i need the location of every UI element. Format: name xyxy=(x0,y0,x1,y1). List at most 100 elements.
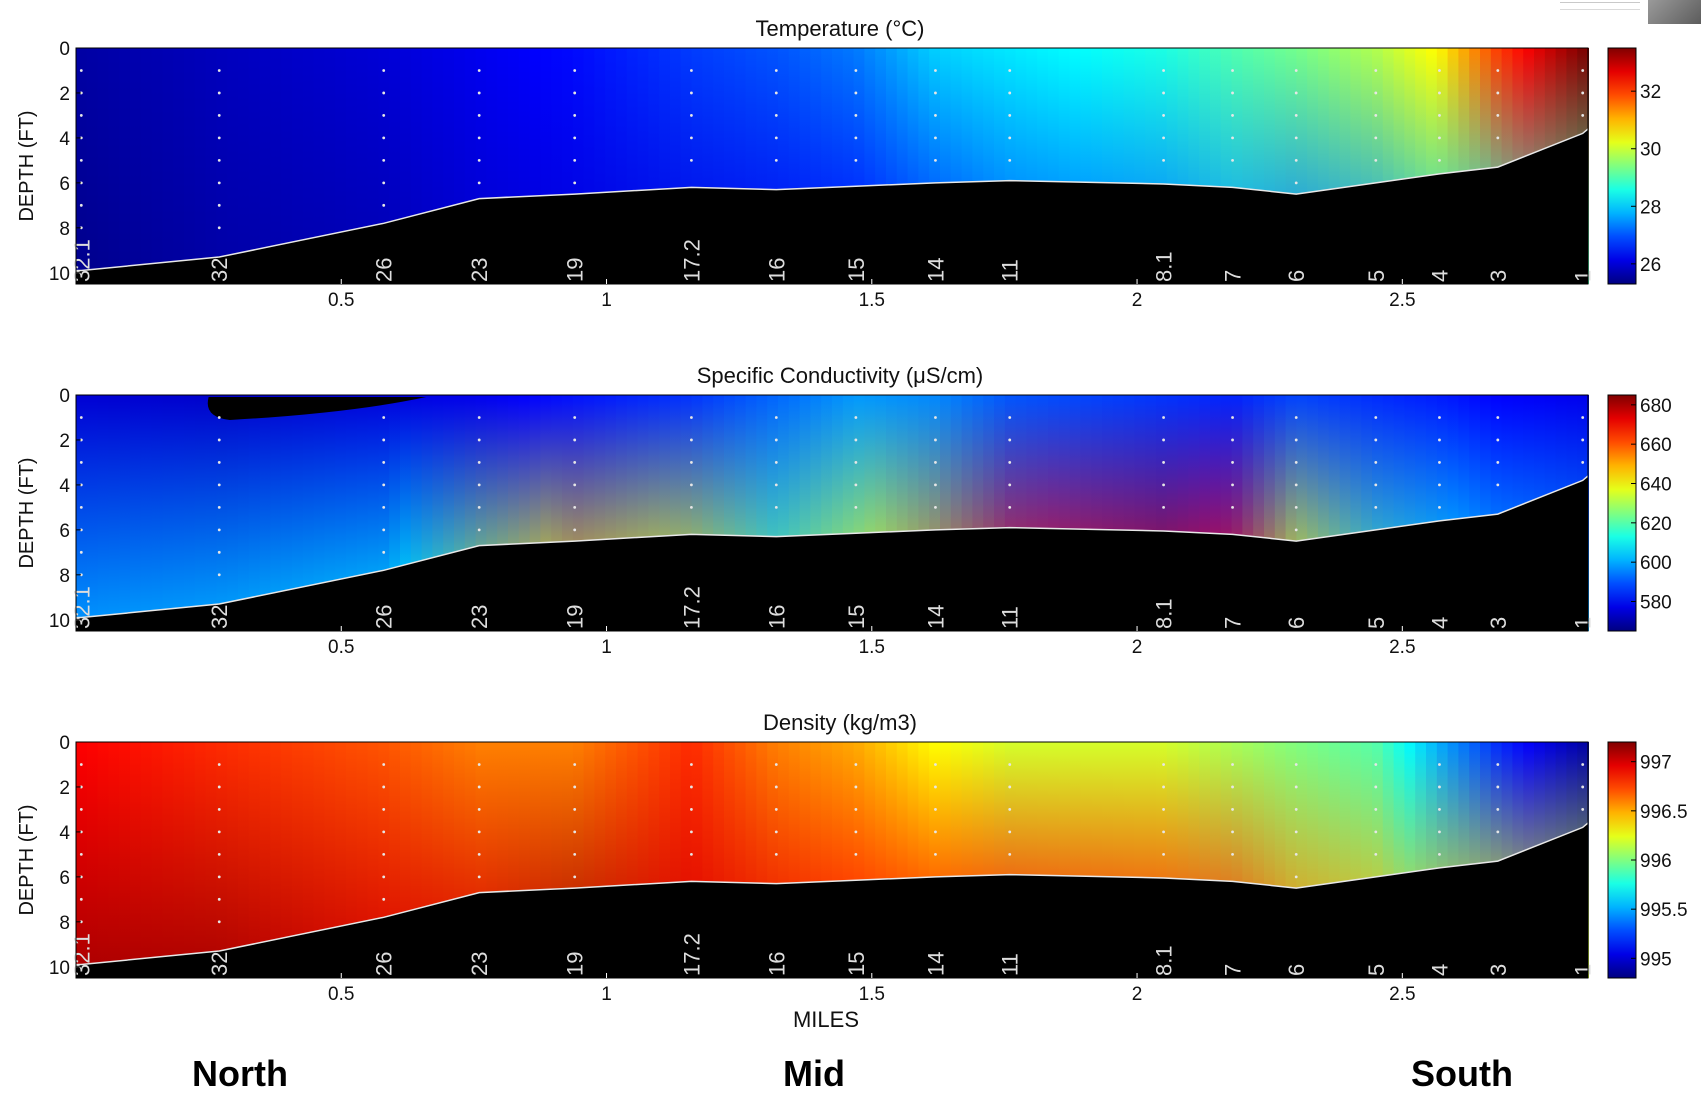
station-label: 8.1 xyxy=(1152,251,1177,282)
sample-point xyxy=(854,69,858,72)
sample-point xyxy=(1008,114,1012,117)
water-strip xyxy=(313,48,326,284)
plot-frame xyxy=(75,394,1589,632)
y-tick-label: 10 xyxy=(49,958,70,979)
water-strip xyxy=(637,742,650,978)
sample-point xyxy=(1162,785,1165,789)
sample-point xyxy=(217,483,221,487)
water-strip xyxy=(1058,48,1071,284)
station-label: 1 xyxy=(1571,617,1596,629)
water-strip xyxy=(616,48,628,284)
water-strip xyxy=(378,742,391,978)
water-strip xyxy=(432,395,445,631)
water-strip xyxy=(432,742,445,978)
water-strip xyxy=(994,742,1006,978)
water-strip xyxy=(1285,48,1298,284)
station-label: 1 xyxy=(1571,270,1596,282)
sample-point xyxy=(1008,852,1012,856)
sample-point xyxy=(934,483,937,487)
water-strip xyxy=(821,395,833,631)
sample-point xyxy=(1581,416,1585,419)
sample-point xyxy=(382,505,386,509)
y-tick-label: 2 xyxy=(59,84,70,105)
water-strip xyxy=(1296,48,1309,284)
station-label: 14 xyxy=(923,258,948,282)
colorbar-tick-label: 660 xyxy=(1640,435,1672,456)
sample-point xyxy=(382,550,386,554)
sample-point xyxy=(477,416,481,419)
water-strip xyxy=(950,48,963,284)
y-tick-label: 0 xyxy=(59,39,70,60)
water-strip xyxy=(1393,48,1406,284)
sample-point xyxy=(79,528,83,532)
y-tick-label: 4 xyxy=(59,823,70,844)
water-strip xyxy=(1339,395,1352,631)
y-axis-label: DEPTH (FT) xyxy=(16,110,38,221)
sample-point xyxy=(79,483,83,487)
sample-point xyxy=(382,203,386,207)
water-strip xyxy=(97,395,110,631)
water-strip xyxy=(1253,395,1265,631)
sample-point xyxy=(690,763,693,766)
water-strip xyxy=(227,395,239,631)
colorbar xyxy=(1607,741,1637,979)
colorbar-tick-label: 26 xyxy=(1640,255,1661,276)
water-strip xyxy=(151,395,164,631)
sample-point xyxy=(1231,763,1234,766)
panel-title: Temperature (°C) xyxy=(756,16,925,41)
water-strip xyxy=(832,395,844,631)
y-tick-label: 6 xyxy=(59,521,70,542)
sample-point xyxy=(217,69,221,72)
water-strip xyxy=(1264,48,1276,284)
sample-point xyxy=(217,897,221,901)
water-strip xyxy=(400,48,412,284)
y-axis-label: DEPTH (FT) xyxy=(16,457,38,568)
station-label: 5 xyxy=(1364,964,1389,976)
sample-point xyxy=(1294,158,1298,162)
sample-point xyxy=(573,505,577,509)
sample-point xyxy=(934,830,937,834)
water-strip xyxy=(205,742,218,978)
sample-point xyxy=(934,763,937,766)
sample-point xyxy=(79,416,83,419)
sample-point xyxy=(1162,830,1165,834)
sample-point xyxy=(1162,483,1165,487)
bottom-line xyxy=(76,822,1589,966)
station-label: 32 xyxy=(207,952,232,976)
water-strip xyxy=(1372,48,1384,284)
water-strip xyxy=(400,395,412,631)
colorbar-tick-label: 997 xyxy=(1640,753,1672,774)
water-strip xyxy=(1123,742,1136,978)
water-strip xyxy=(1436,742,1449,978)
water-strip xyxy=(810,395,823,631)
bathymetry xyxy=(76,128,1588,284)
station-label: 26 xyxy=(372,605,397,629)
water-strip xyxy=(324,742,337,978)
sample-point xyxy=(690,69,693,72)
water-strip xyxy=(1350,742,1363,978)
water-strip xyxy=(475,742,488,978)
region-label-mid: Mid xyxy=(783,1053,845,1094)
water-strip xyxy=(842,742,855,978)
water-strip xyxy=(335,395,347,631)
sample-point xyxy=(1496,69,1500,72)
water-strip xyxy=(1253,48,1265,284)
sample-point xyxy=(1496,830,1500,834)
sample-point xyxy=(1008,158,1012,162)
plot-frame xyxy=(75,47,1589,285)
x-tick-label: 2 xyxy=(1132,984,1143,1005)
water-strip xyxy=(443,48,455,284)
water-strip xyxy=(518,395,531,631)
water-strip xyxy=(421,742,434,978)
water-strip xyxy=(421,395,434,631)
water-strip xyxy=(540,395,553,631)
sample-point xyxy=(1438,505,1441,509)
water-strip xyxy=(1102,48,1114,284)
water-strip xyxy=(1102,742,1114,978)
water-strip xyxy=(940,742,952,978)
station-label: 6 xyxy=(1284,617,1309,629)
sample-point xyxy=(382,114,386,117)
water-strip xyxy=(788,742,801,978)
sample-point xyxy=(1008,483,1012,487)
sample-point xyxy=(1231,91,1234,95)
